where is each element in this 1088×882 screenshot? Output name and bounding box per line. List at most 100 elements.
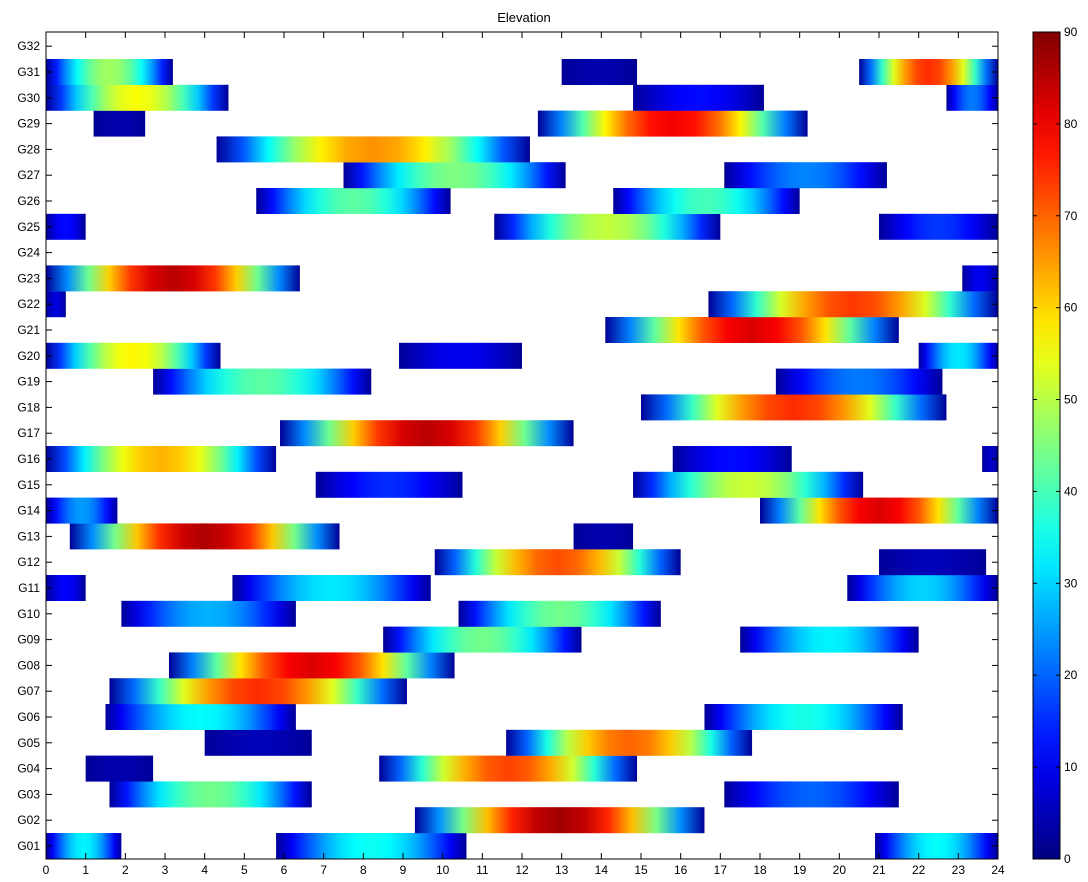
y-tick-label: G01 (17, 839, 40, 853)
y-tick-label: G04 (17, 762, 40, 776)
colorbar-tick-label: 80 (1064, 117, 1078, 131)
x-tick-label: 13 (555, 863, 569, 877)
track-bar-g22 (708, 291, 998, 318)
track-bar-g28 (216, 136, 530, 163)
track-bar-g11 (232, 575, 431, 601)
axes-layer: G01 G02 G03 G04 G05 G06 G07 G08 G09 G10 G11 G12 G13 G… (17, 32, 1005, 877)
track-bar-g06 (704, 704, 903, 730)
x-tick-label: 15 (634, 863, 648, 877)
track-bar-g06 (105, 704, 296, 730)
track-bar-g27 (343, 162, 566, 189)
y-tick-label: G10 (17, 607, 40, 621)
track-bar-g26 (256, 188, 451, 214)
x-tick-label: 8 (360, 863, 367, 877)
x-tick-label: 6 (281, 863, 288, 877)
x-tick-label: 21 (872, 863, 886, 877)
track-bar-g21 (605, 317, 899, 343)
track-bar-g26 (613, 188, 800, 214)
track-bar-g25 (46, 213, 86, 240)
x-tick-label: 2 (122, 863, 129, 877)
colorbar-tick-label: 70 (1064, 209, 1078, 223)
y-tick-label: G30 (17, 91, 40, 105)
x-tick-label: 5 (241, 863, 248, 877)
track-bar-g15 (315, 471, 463, 498)
colorbar-tick-label: 20 (1064, 668, 1078, 682)
track-bar-g17 (280, 420, 574, 447)
x-tick-label: 3 (162, 863, 169, 877)
track-bar-g05 (204, 729, 312, 756)
y-tick-label: G22 (17, 297, 40, 311)
y-tick-label: G26 (17, 194, 40, 208)
track-bar-g30 (946, 84, 998, 111)
x-tick-label: 23 (952, 863, 966, 877)
track-bar-g25 (494, 213, 721, 240)
y-tick-label: G21 (17, 323, 40, 337)
x-tick-label: 17 (714, 863, 728, 877)
colorbar-tick-label: 30 (1064, 576, 1078, 590)
track-bar-g16 (672, 446, 792, 472)
track-bar-g10 (458, 600, 661, 627)
track-bar-g15 (633, 471, 864, 498)
y-tick-label: G11 (18, 581, 40, 595)
chart-title: Elevation (497, 10, 550, 25)
x-tick-label: 19 (793, 863, 807, 877)
y-tick-label: G14 (17, 504, 40, 518)
x-tick-label: 24 (991, 863, 1005, 877)
track-bar-g31 (46, 59, 173, 85)
track-bar-g29 (537, 110, 808, 137)
track-bar-g08 (168, 652, 455, 679)
y-tick-label: G08 (17, 658, 40, 672)
y-tick-label: G19 (17, 375, 40, 389)
x-tick-label: 14 (595, 863, 609, 877)
y-tick-label: G02 (17, 813, 40, 827)
track-bar-g03 (724, 781, 899, 808)
track-bar-g27 (724, 162, 887, 189)
track-bar-g01 (276, 833, 467, 859)
x-tick-label: 16 (674, 863, 688, 877)
y-tick-label: G12 (17, 555, 40, 569)
colorbar-tick-label: 40 (1064, 484, 1078, 498)
y-tick-label: G24 (17, 246, 40, 260)
y-tick-label: G13 (17, 529, 40, 543)
colorbar-tick-label: 10 (1064, 760, 1078, 774)
track-bar-g04 (379, 755, 638, 782)
track-bar-g20 (918, 342, 998, 369)
y-tick-label: G06 (17, 710, 40, 724)
y-tick-label: G29 (17, 117, 40, 131)
y-tick-label: G16 (17, 452, 40, 466)
y-tick-label: G18 (17, 400, 40, 414)
track-bar-g01 (875, 833, 998, 859)
y-tick-label: G32 (17, 39, 40, 53)
track-bar-g12 (434, 549, 681, 576)
y-tick-label: G27 (17, 168, 40, 182)
track-bar-g22 (46, 291, 66, 318)
y-tick-label: G25 (17, 220, 40, 234)
track-bar-g31 (561, 59, 638, 85)
x-tick-label: 0 (43, 863, 50, 877)
track-bar-g25 (879, 213, 998, 240)
track-bar-g23 (46, 265, 300, 292)
track-bar-g04 (85, 755, 154, 782)
track-bar-g13 (573, 523, 634, 550)
track-bar-g14 (760, 497, 998, 524)
x-tick-label: 11 (476, 863, 489, 877)
track-bar-g10 (121, 600, 296, 627)
track-bar-g07 (109, 678, 407, 705)
track-bar-g09 (383, 626, 582, 653)
y-tick-label: G20 (17, 349, 40, 363)
x-tick-label: 9 (400, 863, 407, 877)
y-tick-label: G03 (17, 787, 40, 801)
colorbar-gradient (1033, 32, 1060, 859)
tracks-layer (46, 59, 998, 859)
track-bar-g11 (847, 575, 998, 601)
track-bar-g01 (46, 833, 122, 859)
colorbar: 0 10 20 30 40 50 60 70 80 90 (1032, 25, 1078, 866)
x-tick-label: 12 (515, 863, 529, 877)
track-bar-g14 (46, 497, 118, 524)
x-tick-label: 22 (912, 863, 926, 877)
y-tick-label: G09 (17, 633, 40, 647)
track-bar-g30 (46, 84, 229, 111)
x-tick-label: 10 (436, 863, 450, 877)
colorbar-tick-label: 0 (1064, 852, 1071, 866)
